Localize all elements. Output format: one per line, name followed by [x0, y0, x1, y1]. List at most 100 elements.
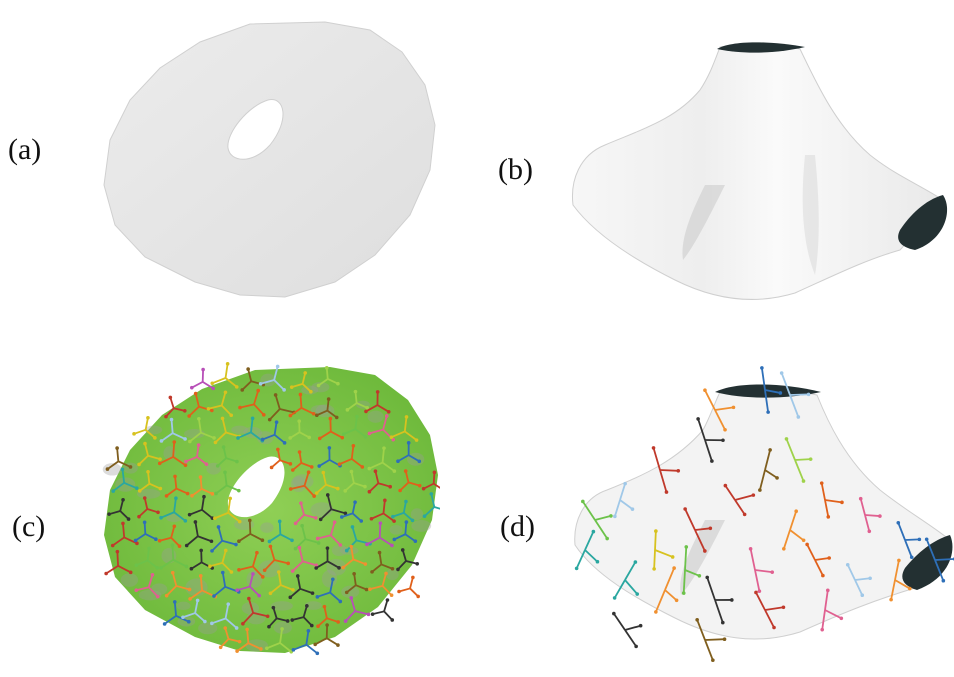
frame-arrow-tip	[213, 440, 218, 445]
frame-arrow-tip	[806, 392, 811, 397]
frame-arrow	[383, 610, 393, 621]
frame-arrow	[754, 569, 773, 574]
frame-arrow-tip	[241, 621, 245, 626]
field-texture-blob	[176, 601, 191, 611]
frame-arrow-tip	[143, 441, 147, 446]
frame-arrow-tip	[156, 510, 160, 515]
frame-arrow-tip	[147, 546, 151, 551]
frame-arrow	[346, 402, 358, 411]
frame-arrow	[291, 383, 303, 389]
frame-arrow	[584, 531, 595, 551]
frame-arrow	[624, 624, 641, 631]
frame-arrow-tip	[238, 405, 242, 410]
frame-arrow-tip	[137, 514, 141, 519]
frame-arrow	[326, 409, 338, 419]
frame-arrow	[323, 606, 328, 619]
frame-arrow-tip	[705, 575, 710, 580]
frame-arrow	[314, 637, 328, 646]
frame-arrow	[194, 521, 199, 537]
frame-arrow-tip	[722, 637, 727, 641]
frame-arrow-tip	[364, 587, 369, 592]
frame-arrow	[117, 460, 131, 468]
frame-arrow	[383, 599, 389, 612]
frame-arrow	[381, 573, 387, 587]
frame-arrow-tip	[213, 516, 217, 521]
frame-arrow-tip	[228, 496, 233, 501]
frame-arrow	[148, 586, 159, 598]
frame-arrow	[160, 511, 175, 519]
frame-arrow	[250, 418, 254, 433]
frame-arrow	[201, 488, 213, 495]
frame-arrow-tip	[193, 391, 198, 396]
frame-arrow-tip	[638, 623, 643, 628]
frame-arrow	[172, 432, 186, 440]
frame-arrow-tip	[234, 626, 239, 630]
frame-arrow-tip	[772, 625, 776, 630]
frame-arrow-tip	[212, 436, 216, 440]
frame-arrow-tip	[212, 594, 216, 598]
frame-arrow-tip	[229, 570, 234, 574]
frame-arrow	[403, 512, 414, 522]
frame-arrow	[303, 485, 315, 497]
frame-arrow	[249, 533, 263, 541]
frame-arrow-tip	[277, 519, 282, 524]
frame-arrow	[220, 392, 227, 406]
frame-arrow	[237, 431, 252, 439]
frame-arrow-tip	[235, 588, 240, 592]
frame-arrow	[619, 499, 633, 510]
frame-arrow	[165, 487, 177, 497]
frame-arrow	[194, 612, 206, 623]
frame-arrow	[121, 469, 126, 483]
frame-arrow	[191, 381, 204, 389]
frame-arrow-tip	[355, 414, 359, 419]
frame-arrow	[317, 534, 332, 540]
frame-arrow-tip	[183, 519, 188, 523]
frame-arrow-tip	[310, 591, 315, 595]
annulus-body	[103, 21, 436, 298]
frame-arrow	[764, 389, 770, 413]
frame-arrow	[145, 429, 156, 439]
frame-arrow	[814, 557, 830, 561]
frame-arrow-tip	[314, 413, 319, 418]
frame-arrow-tip	[247, 518, 252, 523]
frame-arrow	[171, 545, 175, 560]
frame-arrow	[170, 526, 176, 538]
frame-arrow	[174, 476, 178, 489]
frame-arrow-tip	[349, 596, 353, 600]
field-texture-blob	[270, 601, 293, 611]
frame-arrow	[299, 431, 310, 439]
frame-arrow-tip	[623, 481, 627, 486]
frame-arrow	[326, 637, 339, 646]
frame-arrow	[200, 431, 215, 439]
frame-arrow	[759, 469, 766, 491]
field-texture-blob	[138, 589, 162, 601]
frame-arrow	[165, 407, 175, 418]
frame-arrow	[139, 483, 150, 492]
frame-arrow	[694, 527, 711, 531]
frame-arrow	[186, 535, 199, 547]
frame-glyphs-d	[574, 366, 954, 663]
frame-arrow	[864, 514, 880, 517]
frame-arrow	[846, 564, 856, 581]
frame-arrow-tip	[770, 570, 775, 574]
frame-field-annulus	[102, 362, 440, 656]
frame-arrow-tip	[188, 597, 192, 601]
frame-arrow-tip	[299, 501, 303, 505]
frame-arrow-tip	[234, 385, 239, 389]
frame-arrow-tip	[878, 514, 882, 518]
frame-arrow	[354, 610, 369, 616]
frame-arrow	[755, 592, 766, 611]
frame-arrow	[170, 419, 174, 434]
frame-arrow	[325, 483, 339, 490]
frame-arrow	[824, 590, 829, 611]
field-texture-blob	[144, 425, 163, 435]
frame-arrow-tip	[315, 651, 320, 656]
frame-arrow	[294, 538, 307, 550]
frame-arrow-tip	[779, 371, 784, 375]
frame-arrow-tip	[142, 496, 147, 500]
frame-arrow-tip	[158, 457, 162, 461]
frame-arrow-tip	[805, 542, 809, 547]
frame-arrow-tip	[316, 541, 321, 545]
frame-arrow	[302, 560, 317, 567]
frame-arrow-tip	[403, 469, 408, 473]
